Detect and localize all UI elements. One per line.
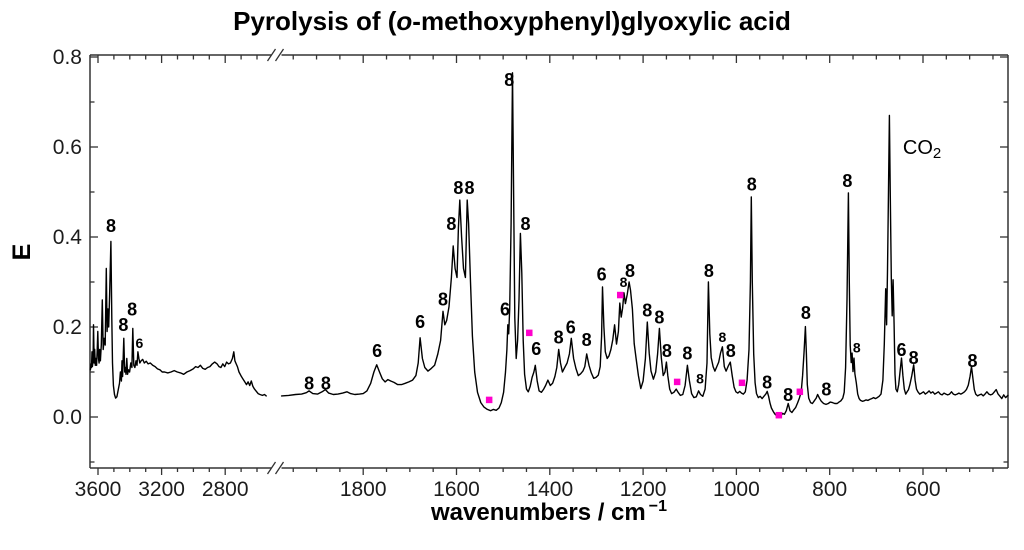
peak-label-8: 8 [106, 216, 116, 236]
x-axis-title-exponent: −1 [648, 498, 667, 515]
x-tick-label: 2800 [202, 478, 249, 501]
x-tick-label: 1000 [713, 478, 760, 501]
peak-label-6: 6 [500, 299, 510, 319]
peak-label-8: 8 [909, 348, 919, 368]
axis-break-slash [274, 461, 285, 475]
x-axis-title: wavenumbers / cm −1 [90, 498, 1008, 527]
assignment-marker [616, 291, 624, 299]
peak-label-8: 8 [642, 300, 652, 320]
peak-label-6: 6 [372, 341, 382, 361]
title-suffix: -methoxyphenyl)glyoxylic acid [412, 6, 791, 36]
y-tick-label: 0.6 [53, 136, 82, 159]
axis-box [89, 48, 1009, 475]
x-ticks [97, 55, 994, 475]
x-tick-label: 1600 [433, 478, 480, 501]
y-tick-label: 0.2 [53, 316, 82, 339]
peak-label-8: 8 [762, 372, 772, 392]
y-ticks [90, 56, 1008, 463]
peak-label-8: 8 [625, 261, 635, 281]
x-tick-label: 600 [905, 478, 940, 501]
title-prefix: Pyrolysis of ( [233, 6, 397, 36]
y-tick-label: 0.4 [53, 226, 83, 249]
peak-label-8: 8 [465, 178, 475, 198]
peak-label-6: 6 [415, 312, 425, 332]
x-tick-label: 3600 [75, 478, 122, 501]
x-tick-label: 800 [812, 478, 847, 501]
spectrum-curve [89, 240, 267, 399]
assignment-marker [673, 378, 681, 386]
peak-label-8: 8 [842, 171, 852, 191]
peak-label-6: 6 [566, 317, 576, 337]
peak-label-8: 8 [719, 329, 727, 345]
x-tick-label: 1200 [620, 478, 667, 501]
title-italic-o: o [396, 6, 413, 36]
x-tick-label: 3200 [138, 478, 185, 501]
peak-label-6: 6 [597, 264, 607, 284]
peak-label-8: 8 [446, 214, 456, 234]
x-axis-title-text: wavenumbers / cm [430, 499, 646, 526]
x-tick-label: 1800 [340, 478, 387, 501]
peak-label-8: 8 [696, 370, 704, 386]
y-tick-labels: 0.0 0.2 0.4 0.6 0.8 [53, 46, 83, 429]
assignment-marker [526, 329, 533, 337]
peak-label-8: 8 [453, 178, 463, 198]
y-tick-label: 0.0 [53, 406, 82, 429]
peak-label-8: 8 [521, 214, 531, 234]
peak-label-8: 8 [118, 315, 128, 335]
peak-label-8: 8 [582, 330, 592, 350]
peak-label-8: 8 [654, 308, 664, 328]
peak-label-8: 8 [821, 380, 831, 400]
peak-label-8: 8 [747, 174, 757, 194]
peak-label-8: 8 [704, 261, 714, 281]
peak-label-8: 8 [682, 344, 692, 364]
peak-label-8: 8 [504, 70, 514, 90]
peak-label-6: 6 [531, 339, 541, 359]
peak-label-6: 6 [897, 340, 907, 360]
assignment-marker [796, 388, 804, 396]
peak-label-6: 6 [135, 335, 143, 351]
peak-label-8: 8 [321, 374, 331, 394]
x-tick-label: 1400 [526, 478, 573, 501]
assignment-marker [485, 396, 493, 404]
y-tick-label: 0.8 [53, 46, 82, 69]
peak-label-8: 8 [801, 303, 811, 323]
peak-label-8: 8 [438, 290, 448, 310]
assignment-marker [738, 379, 746, 387]
peak-label-8: 8 [620, 274, 628, 290]
axis-break-slash [266, 461, 277, 475]
x-tick-labels: 3600 3200 2800 1800 1600 1400 1200 1000 800 600 [75, 478, 941, 501]
peak-label-8: 8 [127, 299, 137, 319]
axis-break-slash [266, 48, 277, 62]
peak-label-8: 8 [304, 374, 314, 394]
chart-title: Pyrolysis of (o-methoxyphenyl)glyoxylic … [0, 6, 1024, 37]
assignment-marker [775, 411, 783, 419]
peak-label-8: 8 [967, 351, 977, 371]
spectrum-curve [280, 72, 1009, 418]
peak-label-8: 8 [783, 385, 793, 405]
peak-label-8: 8 [662, 341, 672, 361]
axis-break-slash [274, 48, 285, 62]
peak-label-8: 8 [726, 341, 736, 361]
peak-label-8: 8 [853, 339, 861, 355]
annotation-CO2: CO2 [903, 137, 941, 162]
peak-label-8: 8 [554, 327, 564, 347]
